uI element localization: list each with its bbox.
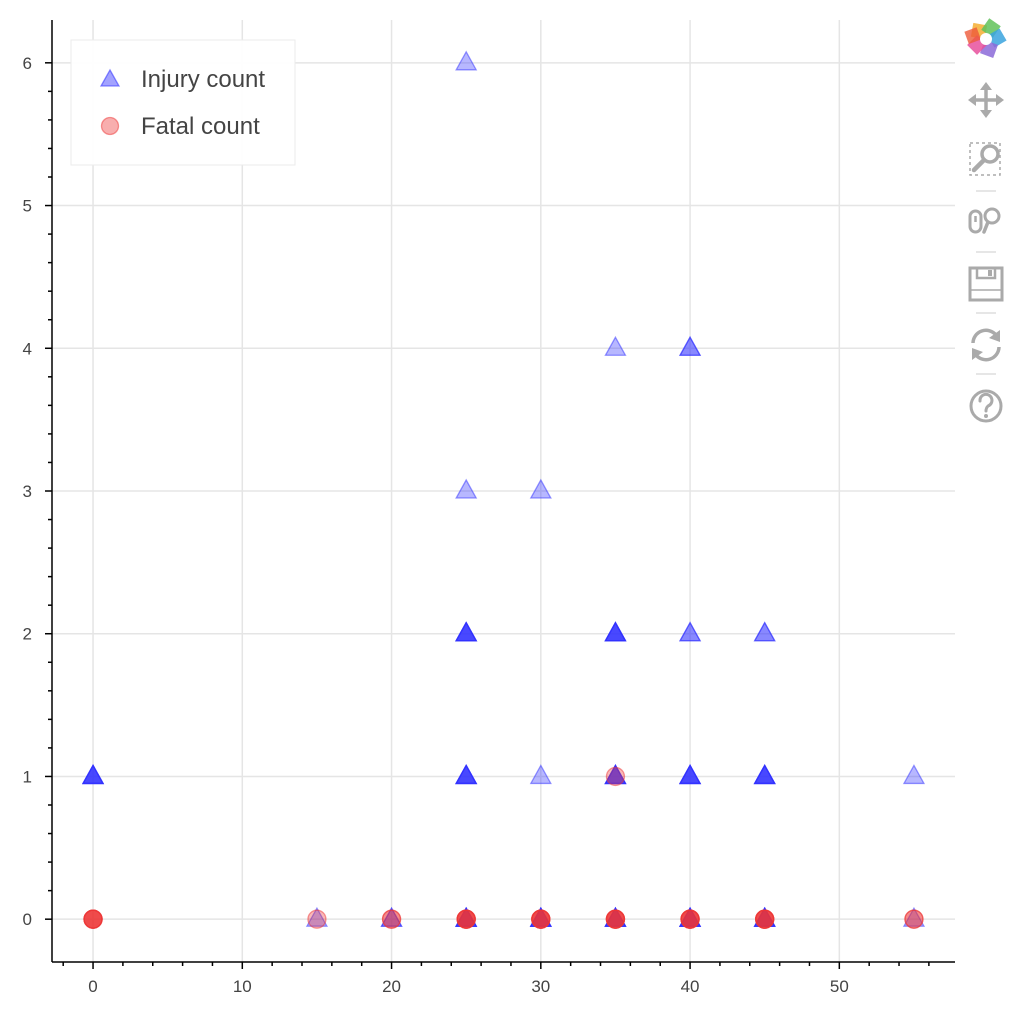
reset-icon[interactable] — [971, 328, 1001, 362]
injury-point — [902, 764, 926, 785]
injury-point — [455, 906, 478, 927]
injury-point — [678, 764, 702, 785]
fatal-point — [83, 909, 103, 929]
grid-lines — [52, 20, 955, 962]
injury-point — [678, 621, 702, 642]
legend-box — [70, 39, 296, 166]
data-points — [81, 50, 926, 929]
injury-point — [604, 621, 627, 642]
y-tick-label: 5 — [23, 197, 32, 216]
fatal-point — [456, 909, 476, 929]
legend-triangle-icon — [99, 68, 121, 87]
y-tick-label: 4 — [23, 339, 32, 358]
x-tick-label: 20 — [382, 977, 401, 996]
injury-point — [529, 906, 552, 927]
x-tick-label: 0 — [88, 977, 97, 996]
injury-point — [81, 764, 105, 785]
y-tick-label: 0 — [23, 910, 32, 929]
injury-point — [678, 335, 702, 356]
wheel-zoom-icon[interactable] — [968, 207, 1001, 234]
y-tick-label: 6 — [23, 54, 32, 73]
injury-point — [455, 621, 478, 642]
injury-point — [455, 478, 478, 499]
legend-label-injury: Injury count — [141, 66, 265, 93]
fatal-point — [307, 909, 327, 929]
x-tick-label: 40 — [681, 977, 700, 996]
legend: Injury count Fatal count — [70, 39, 296, 166]
help-icon[interactable] — [969, 389, 1003, 423]
injury-point — [753, 621, 776, 642]
axes: 0 10 20 30 40 50 0 1 2 3 4 5 6 — [23, 20, 955, 996]
fatal-point — [904, 909, 924, 929]
x-tick-label: 50 — [830, 977, 849, 996]
injury-point — [753, 906, 776, 927]
injury-point — [753, 764, 776, 785]
injury-point — [455, 764, 478, 785]
injury-point — [678, 906, 702, 927]
injury-point — [902, 906, 926, 927]
save-icon[interactable] — [968, 266, 1004, 302]
x-tick-label: 30 — [531, 977, 550, 996]
toolbar — [958, 0, 1024, 1022]
fatal-point — [680, 909, 700, 929]
bokeh-logo-icon[interactable] — [964, 18, 1007, 58]
injury-point — [604, 335, 627, 356]
injury-point — [529, 764, 552, 785]
injury-point — [604, 906, 627, 927]
y-tick-label: 3 — [23, 482, 32, 501]
fatal-point — [605, 909, 626, 929]
injury-point — [455, 50, 478, 71]
fatal-point — [381, 909, 402, 929]
injury-point — [305, 906, 329, 927]
injury-point — [604, 764, 627, 785]
pan-icon[interactable] — [968, 82, 1004, 118]
legend-circle-icon — [100, 116, 120, 136]
x-tick-label: 10 — [233, 977, 252, 996]
injury-point — [380, 906, 403, 927]
fatal-point — [605, 766, 626, 787]
y-tick-label: 1 — [23, 767, 32, 786]
legend-label-fatal: Fatal count — [141, 113, 260, 140]
y-tick-label: 2 — [23, 625, 32, 644]
fatal-point — [531, 909, 551, 929]
injury-point — [529, 478, 552, 499]
scatter-chart[interactable]: 0 10 20 30 40 50 0 1 2 3 4 5 6 Injury count Fatal co… — [0, 0, 958, 1022]
box-zoom-icon[interactable] — [969, 142, 1001, 176]
fatal-point — [755, 909, 775, 929]
